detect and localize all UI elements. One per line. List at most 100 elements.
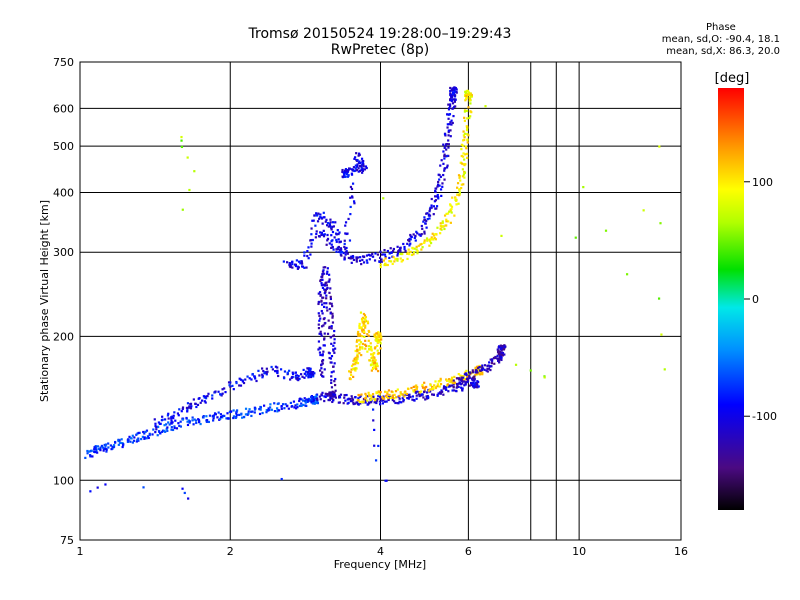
echo-point [161, 418, 164, 421]
echo-point [474, 381, 477, 385]
echo-point [318, 291, 322, 294]
echo-point [452, 383, 455, 386]
echo-point [359, 165, 362, 168]
echo-point [387, 398, 390, 401]
echo-point [466, 156, 469, 159]
echo-point [421, 393, 424, 396]
y-tick-label: 200 [53, 330, 74, 343]
echo-point [375, 368, 378, 371]
echo-point [450, 123, 453, 126]
echo-point [376, 369, 380, 373]
echo-point [217, 390, 220, 393]
echo-point [364, 339, 367, 342]
y-tick-label: 75 [60, 534, 74, 547]
echo-point [170, 419, 173, 422]
echo-point [401, 259, 405, 262]
echo-point [451, 196, 454, 199]
echo-point [322, 216, 326, 219]
echo-point [291, 371, 294, 374]
echo-point [372, 419, 375, 422]
echo-point [281, 403, 285, 406]
echo-point [327, 398, 330, 402]
echo-point [543, 376, 546, 379]
echo-point [351, 256, 354, 260]
echo-point [219, 417, 222, 420]
echo-point [360, 353, 363, 357]
echo-point [331, 392, 334, 395]
echo-point [107, 446, 110, 449]
echo-point [431, 238, 434, 241]
echo-point [463, 110, 467, 113]
echo-point [276, 366, 279, 369]
echo-point [107, 442, 110, 445]
echo-point [427, 389, 431, 392]
echo-point [254, 407, 257, 410]
echo-point [406, 396, 409, 400]
echo-point [464, 153, 467, 156]
echo-point [363, 330, 366, 333]
echo-point [386, 263, 389, 267]
echo-point [442, 150, 445, 153]
phase-statistics: Phase mean, sd,O: -90.4, 18.1 mean, sd,X… [662, 22, 780, 58]
echo-point [316, 397, 319, 400]
echo-point [131, 441, 134, 444]
echo-point [94, 448, 97, 451]
echo-point [326, 392, 329, 396]
echo-point [141, 435, 144, 438]
echo-point [431, 232, 434, 235]
echo-point [307, 400, 310, 403]
echo-point [164, 430, 167, 433]
echo-point [328, 326, 331, 330]
echo-point [154, 424, 157, 428]
echo-point [242, 415, 246, 419]
echo-point [433, 236, 436, 240]
echo-point [226, 412, 229, 415]
echo-point [388, 256, 391, 260]
echo-point [230, 410, 233, 413]
echo-point [341, 175, 344, 178]
echo-point [428, 208, 432, 211]
echo-point [351, 182, 355, 185]
echo-point [430, 393, 434, 396]
echo-point [185, 416, 188, 420]
echo-point [323, 368, 326, 371]
echo-point [380, 338, 383, 341]
echo-point [329, 394, 333, 397]
echo-point [277, 409, 281, 412]
echo-point [460, 148, 463, 151]
echo-point [424, 222, 427, 225]
echo-point [451, 88, 455, 91]
echo-point [445, 224, 448, 227]
echo-point [307, 246, 310, 249]
echo-point [372, 395, 375, 398]
echo-point [663, 368, 666, 371]
echo-point [314, 398, 317, 401]
echo-point [498, 346, 501, 349]
echo-point [253, 375, 256, 378]
echo-point [343, 258, 346, 261]
echo-point [300, 260, 303, 263]
echo-point [325, 302, 328, 305]
echo-point [131, 434, 134, 437]
echo-point [283, 407, 286, 410]
echo-point [358, 348, 361, 351]
echo-point [203, 400, 206, 403]
echo-point [165, 423, 168, 426]
echo-point [463, 171, 467, 174]
echo-point [373, 428, 376, 432]
echo-point [432, 213, 435, 216]
echo-point [192, 398, 195, 401]
echo-point [370, 347, 373, 350]
echo-point [421, 386, 425, 389]
title-line-program: RwPretec (8p) [330, 42, 430, 58]
echo-point [379, 336, 382, 340]
echo-point [408, 239, 411, 243]
echo-point [377, 339, 381, 342]
echo-point [409, 250, 412, 253]
echo-point [458, 176, 461, 179]
echo-point [239, 384, 243, 387]
echo-point [379, 347, 382, 350]
echo-point [328, 391, 331, 394]
echo-point [120, 438, 123, 441]
x-tick-label: 10 [572, 545, 586, 558]
